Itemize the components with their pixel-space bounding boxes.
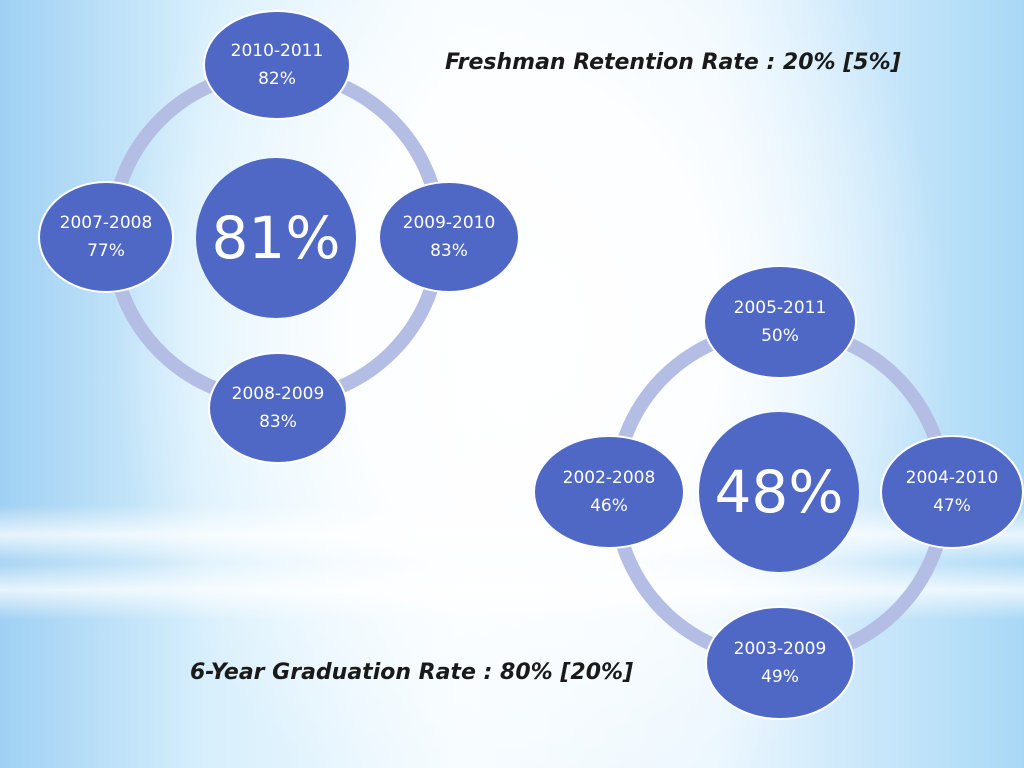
node-year: 2005-2011 (733, 298, 827, 318)
node-value: 47% (933, 496, 971, 516)
node-value: 82% (258, 69, 296, 89)
retention-node-bottom: 2008-2009 83% (208, 352, 348, 464)
graduation-node-top: 2005-2011 50% (703, 265, 857, 379)
node-year: 2007-2008 (59, 213, 153, 233)
node-value: 83% (430, 241, 468, 261)
graduation-center-value: 48% (699, 412, 859, 572)
retention-node-right: 2009-2010 83% (378, 181, 520, 293)
graduation-node-left: 2002-2008 46% (533, 435, 685, 549)
node-value: 50% (761, 326, 799, 346)
retention-center-value: 81% (196, 158, 356, 318)
retention-node-left: 2007-2008 77% (38, 181, 174, 293)
graduation-node-bottom: 2003-2009 49% (705, 606, 855, 720)
graduation-node-right: 2004-2010 47% (880, 435, 1024, 549)
node-value: 49% (761, 667, 799, 687)
node-value: 77% (87, 241, 125, 261)
node-year: 2010-2011 (230, 41, 324, 61)
node-year: 2002-2008 (562, 468, 656, 488)
node-year: 2003-2009 (733, 639, 827, 659)
retention-caption: Freshman Retention Rate : 20% [5%] (445, 50, 901, 75)
node-value: 83% (259, 412, 297, 432)
node-year: 2004-2010 (905, 468, 999, 488)
graduation-caption: 6-Year Graduation Rate : 80% [20%] (190, 660, 634, 685)
node-year: 2009-2010 (402, 213, 496, 233)
node-value: 46% (590, 496, 628, 516)
retention-node-top: 2010-2011 82% (203, 10, 351, 120)
node-year: 2008-2009 (231, 384, 325, 404)
